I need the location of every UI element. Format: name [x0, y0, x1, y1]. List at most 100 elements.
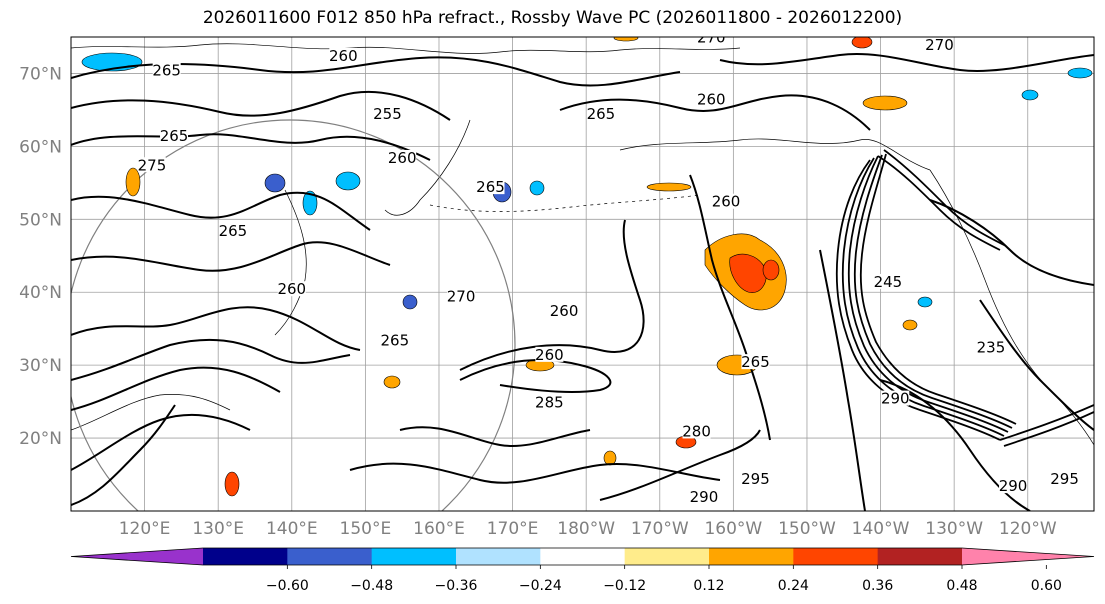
colorbar-tick-label: −0.60 [266, 578, 309, 594]
jet-contour [883, 149, 1007, 247]
jet-contour [835, 159, 1001, 441]
coastline-russia-north [71, 43, 741, 54]
colorbar-segment [540, 548, 626, 565]
shade-blob [603, 450, 617, 466]
contour-label: 265 [476, 178, 505, 196]
contour-label-bg [586, 106, 615, 122]
colorbar-tick-labels: −0.60 −0.48 −0.36 −0.24 −0.12 0.12 0.24 0.36 0.4… [266, 565, 1062, 594]
contour-label-bg [137, 157, 166, 173]
jet-contour [999, 404, 1094, 441]
contour-label: 295 [741, 470, 770, 488]
colorbar-tick-label: 0.36 [862, 578, 893, 594]
contour-line [71, 90, 451, 121]
contour-line [879, 379, 1031, 511]
contour-label: 260 [388, 149, 417, 167]
gridlines [71, 37, 1094, 511]
contour-label-bg [160, 128, 189, 144]
contour-line [71, 56, 681, 87]
lon-tick-label: 170°W [631, 519, 689, 539]
map-background [71, 37, 1094, 511]
contour-label: 260 [535, 346, 564, 364]
contour-label: 260 [550, 302, 579, 320]
contour-label: 235 [977, 339, 1006, 357]
shade-blob [762, 259, 780, 281]
contour-line [689, 174, 771, 441]
longitude-tick-labels: 120°E 130°E 140°E 150°E 160°E 170°E 180°W 170°W… [119, 519, 1057, 539]
shade-blob [862, 95, 908, 111]
shade-blob [851, 37, 873, 49]
contour-label: 290 [999, 477, 1028, 495]
jet-contour [1003, 411, 1094, 447]
colorbar-segment [287, 548, 373, 565]
contour-label-bg [535, 394, 564, 410]
shade-blob [917, 296, 933, 308]
shade-blob [613, 37, 639, 42]
contour-label: 265 [587, 105, 616, 123]
shade-blob [302, 190, 318, 216]
colorbar-segment [709, 548, 794, 565]
shade-blob [383, 375, 401, 389]
contour-line [349, 462, 721, 484]
contour-label-bg [682, 423, 711, 439]
contour-label-bg [380, 332, 409, 348]
contour-label: 260 [712, 193, 741, 211]
map-title: 2026011600 F012 850 hPa refract., Rossby… [202, 8, 903, 28]
contour-label-bg [697, 91, 726, 107]
lat-tick-label: 40°N [19, 283, 62, 303]
jet-contour-band [835, 149, 1094, 447]
lat-tick-label: 50°N [19, 210, 62, 230]
contour-label: 260 [329, 47, 358, 65]
contour-label-bg [925, 37, 954, 52]
contour-label-bg [741, 470, 770, 486]
contour-label: 265 [741, 353, 770, 371]
contour-label-bg [550, 303, 579, 319]
contour-label: 280 [682, 422, 711, 440]
contour-line [71, 133, 431, 161]
contour-line [71, 241, 391, 272]
contour-label-bg [741, 354, 770, 370]
shade-blob [529, 180, 545, 196]
jet-contour [853, 154, 1013, 429]
contour-line [399, 426, 591, 447]
contour-line [599, 429, 761, 501]
contour-label: 245 [874, 273, 903, 291]
contour-label: 265 [381, 331, 410, 349]
lat-tick-label: 60°N [19, 137, 62, 157]
contour-label-bg [373, 106, 402, 122]
lon-tick-label: 160°W [704, 519, 762, 539]
lat-tick-label: 30°N [19, 356, 62, 376]
lon-tick-label: 130°W [925, 519, 983, 539]
colorbar-segment [203, 548, 288, 565]
contour-line [71, 338, 351, 381]
coastline-kamchatka [384, 119, 471, 216]
shade-blob [902, 319, 918, 331]
jet-contour [859, 153, 1017, 425]
contour-label-bg [976, 339, 1005, 355]
contour-label: 265 [219, 222, 248, 240]
contour-label: 295 [1050, 470, 1079, 488]
lon-tick-label: 120°W [999, 519, 1057, 539]
colorbar-tick-label: 0.48 [946, 578, 977, 594]
contour-lines [71, 53, 1094, 511]
contour-line [559, 94, 871, 131]
colorbar-tick-label: 0.12 [693, 578, 724, 594]
contour-line [719, 53, 1094, 72]
colorbar-segment [793, 548, 879, 565]
colorbar-extend-high [962, 548, 1094, 565]
contour-line [929, 199, 1094, 286]
map-panel: 265 260 270 270 255 265 265 260 275 260 265 265 260 2… [70, 36, 1095, 512]
colorbar-tick-label: 0.24 [778, 578, 809, 594]
contour-label: 270 [447, 288, 476, 306]
shade-blob [125, 167, 141, 197]
shade-blob [1021, 89, 1039, 101]
contour-label: 265 [160, 127, 189, 145]
contour-line [71, 413, 251, 471]
contour-line [819, 249, 866, 511]
contour-label: 255 [373, 105, 402, 123]
contour-line [71, 366, 281, 411]
contour-label-bg [218, 222, 247, 238]
shade-blob [1067, 67, 1093, 79]
coastline-asia-south [71, 394, 231, 431]
colorbar-tick-label: 0.60 [1031, 578, 1062, 594]
jet-contour [877, 155, 1001, 251]
